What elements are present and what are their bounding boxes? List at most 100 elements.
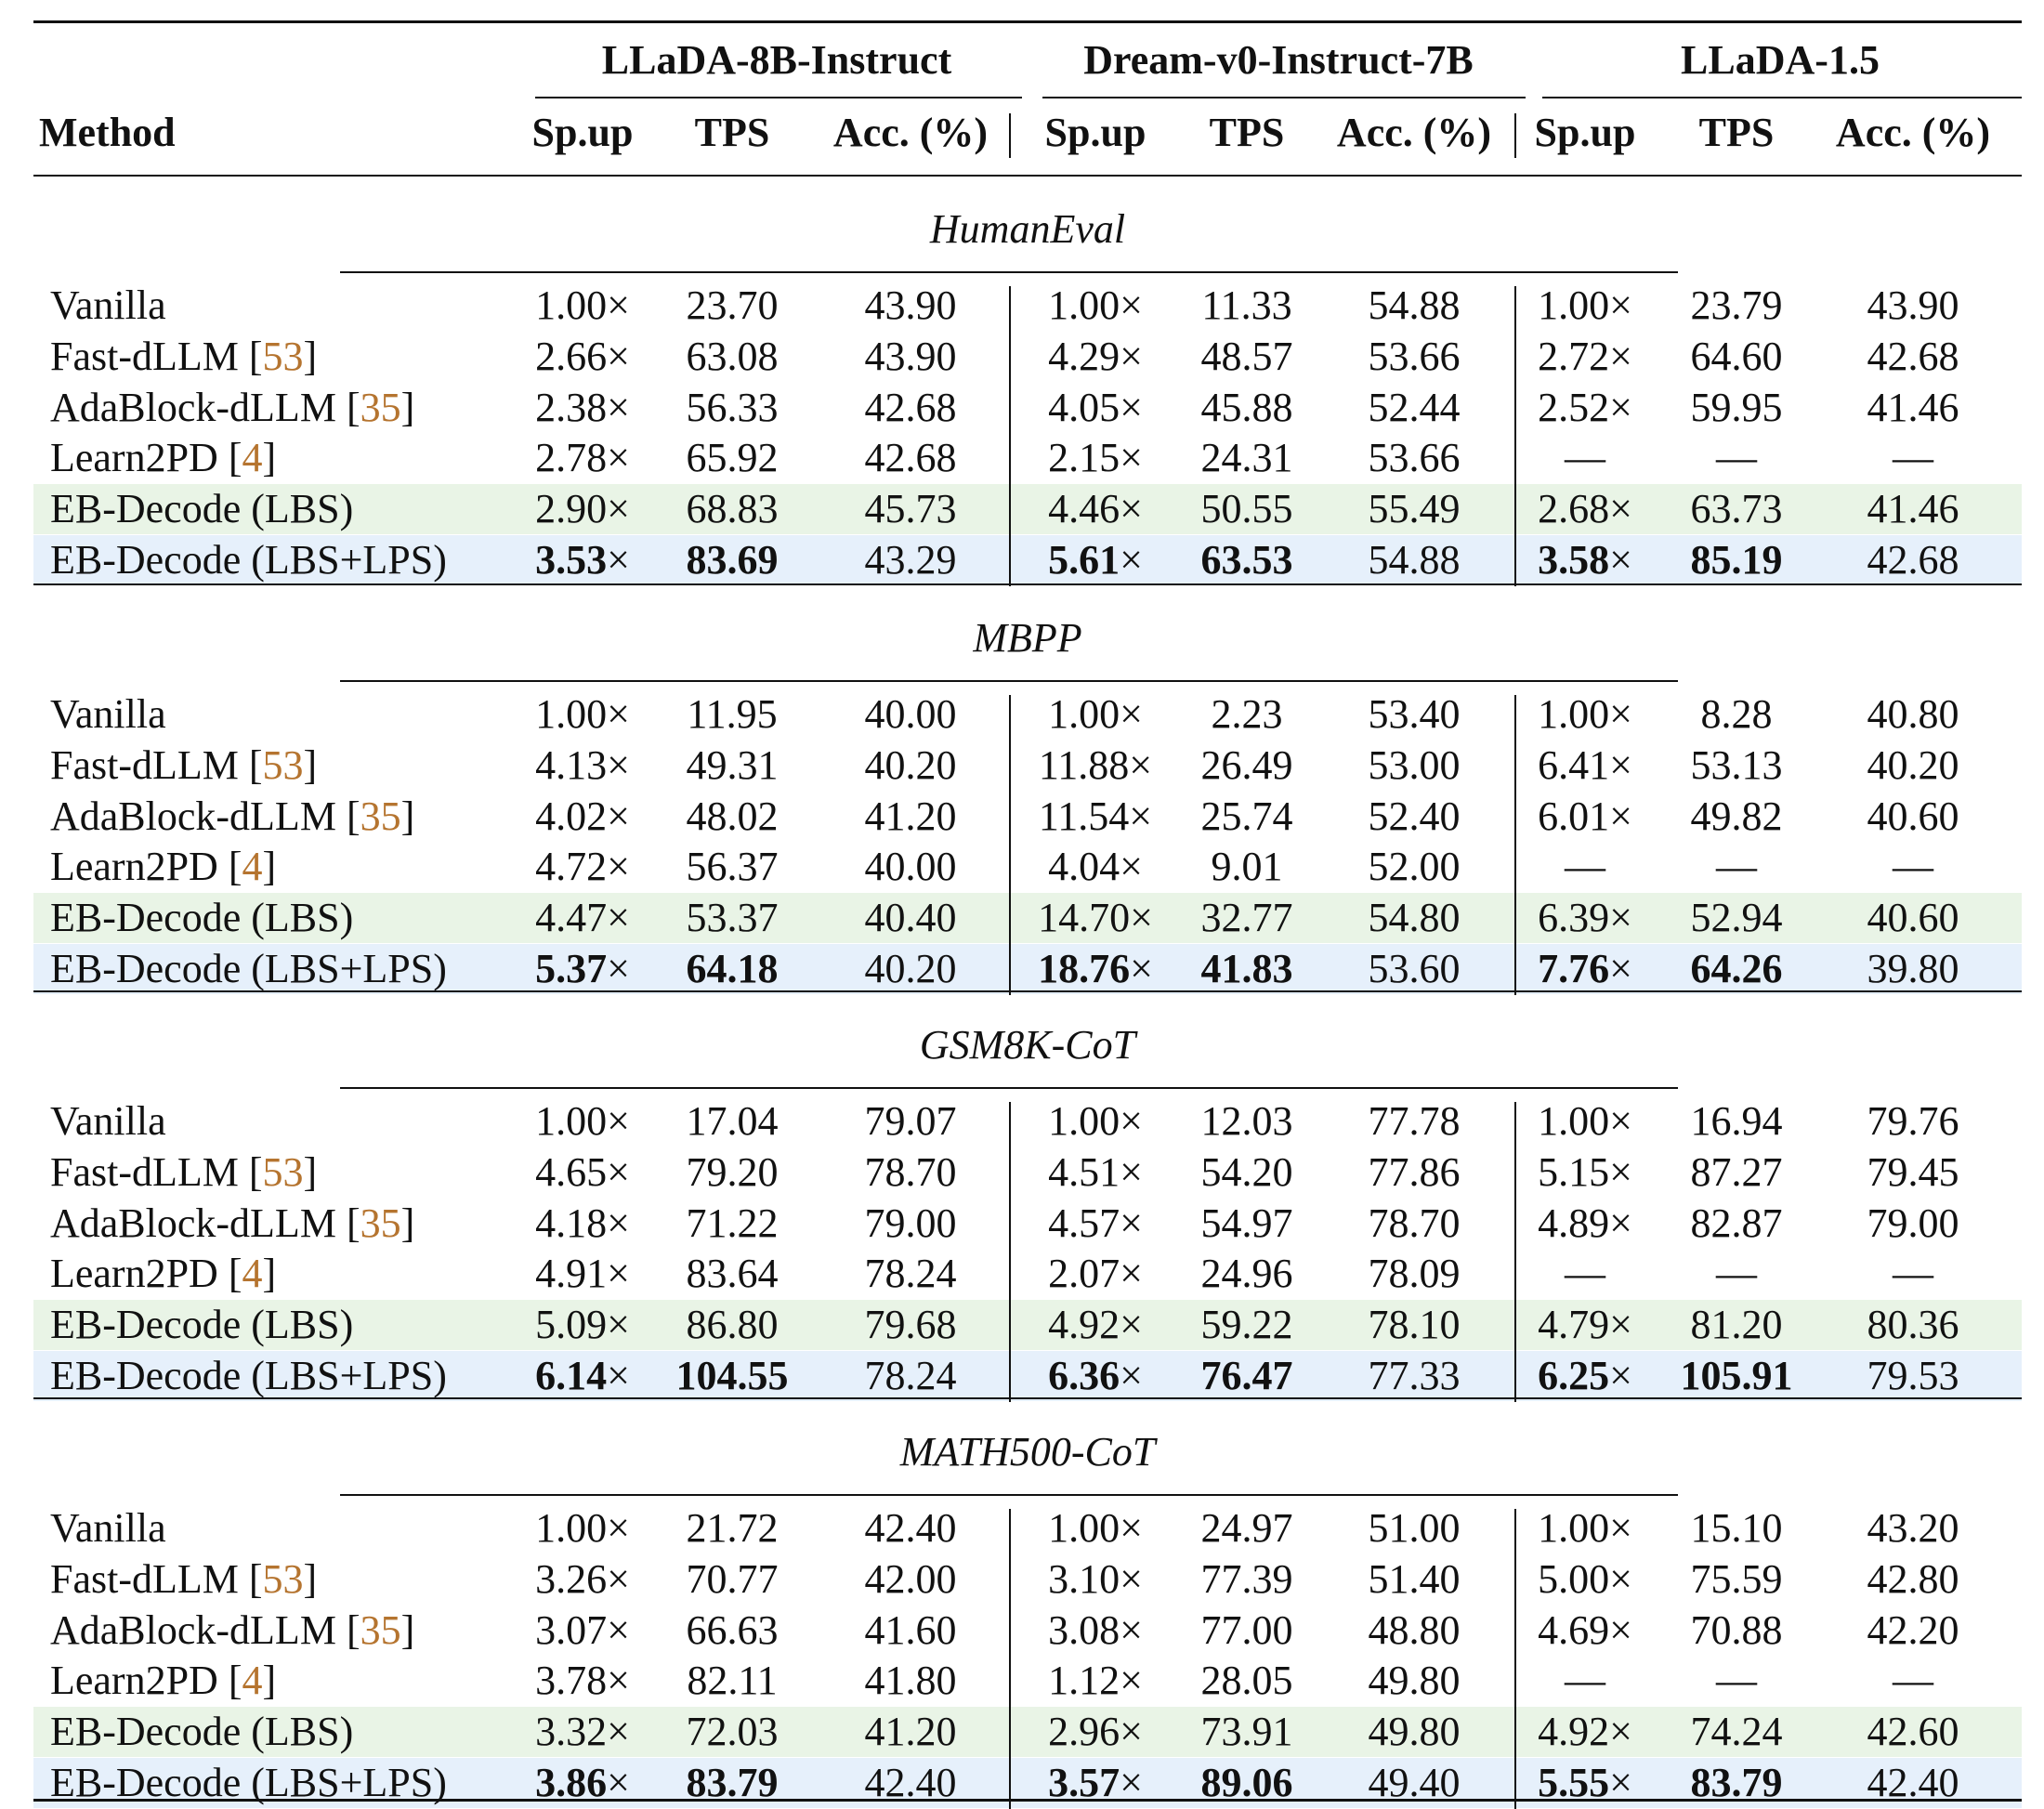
table-cell: 42.40	[864, 1760, 957, 1805]
table-cell: 16.94	[1690, 1098, 1783, 1144]
table-cell: 79.76	[1867, 1098, 1959, 1144]
table-cell: 3.07×	[535, 1606, 630, 1653]
column-separator	[1514, 695, 1516, 995]
table-cell: 4.51×	[1048, 1148, 1143, 1195]
table-cell: 1.00×	[535, 282, 630, 328]
header-col-speedup: Sp.up	[531, 110, 634, 155]
table-cell: 40.20	[1867, 741, 1959, 788]
header-col-acc: Acc. (%)	[832, 110, 989, 155]
method-name: Fast-dLLM [53]	[50, 1555, 318, 1602]
table-cell: 40.00	[864, 844, 957, 890]
table-cell: 41.20	[864, 793, 957, 839]
table-cell: 6.39×	[1538, 895, 1632, 941]
citation-link[interactable]: 4	[242, 1251, 263, 1297]
table-cell: 42.80	[1867, 1555, 1959, 1602]
table-cell: 49.31	[686, 741, 779, 788]
table-cell: 78.70	[864, 1148, 957, 1195]
table-cell: 63.73	[1690, 486, 1783, 532]
method-name: AdaBlock-dLLM [35]	[50, 1606, 415, 1653]
table-cell: 72.03	[686, 1709, 779, 1755]
table-cell: 76.47	[1200, 1353, 1293, 1398]
table-cell: 53.00	[1368, 741, 1461, 788]
table-cell: 45.88	[1200, 384, 1293, 430]
table-cell: 41.83	[1200, 946, 1293, 991]
citation-link[interactable]: 53	[262, 1148, 304, 1195]
citation-link[interactable]: 35	[360, 1199, 401, 1246]
citation-link[interactable]: 35	[360, 384, 401, 430]
table-cell: 79.68	[864, 1302, 957, 1348]
table-cell: 68.83	[686, 486, 779, 532]
column-separator	[1009, 695, 1011, 995]
table-cell: 42.68	[864, 435, 957, 481]
table-cell: 23.79	[1690, 282, 1783, 328]
benchmark-cmidrule	[340, 680, 1678, 682]
table-cell: 104.55	[675, 1353, 789, 1398]
table-cell: 55.49	[1368, 486, 1461, 532]
table-cell: 8.28	[1700, 691, 1773, 737]
table-cell: 42.20	[1867, 1606, 1959, 1653]
table-cell: 53.66	[1368, 333, 1461, 379]
table-cell: 5.09×	[535, 1302, 630, 1348]
table-cell: —	[1565, 1251, 1605, 1297]
header-vline-1	[1009, 113, 1011, 158]
section-rule	[33, 1397, 2022, 1399]
table-cell: 40.40	[864, 895, 957, 941]
table-cell: 18.76×	[1038, 946, 1153, 991]
table-cell: 78.09	[1368, 1251, 1461, 1297]
table-cell: 11.95	[687, 691, 778, 737]
table-cell: 3.10×	[1048, 1555, 1143, 1602]
table-cell: 74.24	[1690, 1709, 1783, 1755]
table-cell: 15.10	[1690, 1505, 1783, 1551]
benchmark-title: MBPP	[973, 615, 1082, 661]
table-cell: 2.52×	[1538, 384, 1632, 430]
model-cmidrule-1	[535, 97, 1022, 98]
table-cell: 42.68	[1867, 333, 1959, 379]
table-cell: 3.08×	[1048, 1606, 1143, 1653]
citation-link[interactable]: 53	[262, 333, 304, 379]
table-cell: 56.37	[686, 844, 779, 890]
citation-link[interactable]: 4	[242, 844, 263, 890]
table-cell: 65.92	[686, 435, 779, 481]
table-cell: 4.65×	[535, 1148, 630, 1195]
method-name: EB-Decode (LBS+LPS)	[50, 537, 447, 583]
table-cell: 42.00	[864, 1555, 957, 1602]
table-cell: 1.00×	[1538, 1098, 1632, 1144]
header-method: Method	[39, 110, 176, 155]
table-cell: 51.40	[1368, 1555, 1461, 1602]
table-cell: 2.15×	[1048, 435, 1143, 481]
table-cell: 2.23	[1211, 691, 1283, 737]
citation-link[interactable]: 4	[242, 1658, 263, 1704]
table-cell: 77.39	[1200, 1555, 1293, 1602]
citation-link[interactable]: 53	[262, 1555, 304, 1602]
table-cell: 6.36×	[1048, 1353, 1143, 1398]
model-cmidrule-2	[1042, 97, 1526, 98]
citation-link[interactable]: 53	[262, 741, 304, 788]
table-cell: 59.95	[1690, 384, 1783, 430]
table-cell: 52.00	[1368, 844, 1461, 890]
table-cell: 3.32×	[535, 1709, 630, 1755]
table-cell: 6.14×	[535, 1353, 630, 1398]
table-cell: 78.24	[864, 1353, 957, 1398]
table-cell: 53.37	[686, 895, 779, 941]
table-cell: 87.27	[1690, 1148, 1783, 1195]
table-cell: 79.20	[686, 1148, 779, 1195]
table-cell: 3.26×	[535, 1555, 630, 1602]
method-name: AdaBlock-dLLM [35]	[50, 1199, 415, 1246]
table-cell: 4.29×	[1048, 333, 1143, 379]
table-cell: 1.12×	[1048, 1658, 1143, 1704]
table-cell: 4.69×	[1538, 1606, 1632, 1653]
table-cell: 64.60	[1690, 333, 1783, 379]
citation-link[interactable]: 35	[360, 793, 401, 839]
table-cell: 41.20	[864, 1709, 957, 1755]
table-cell: 85.19	[1690, 537, 1783, 583]
header-col-tps: TPS	[1698, 110, 1775, 155]
column-separator	[1514, 286, 1516, 586]
table-cell: 1.00×	[1538, 1505, 1632, 1551]
citation-link[interactable]: 4	[242, 435, 263, 481]
table-cell: 1.00×	[1048, 1505, 1143, 1551]
table-cell: 4.47×	[535, 895, 630, 941]
citation-link[interactable]: 35	[360, 1606, 401, 1653]
table-cell: —	[1893, 1251, 1933, 1297]
table-cell: 1.00×	[535, 1098, 630, 1144]
method-name: EB-Decode (LBS+LPS)	[50, 1353, 447, 1398]
